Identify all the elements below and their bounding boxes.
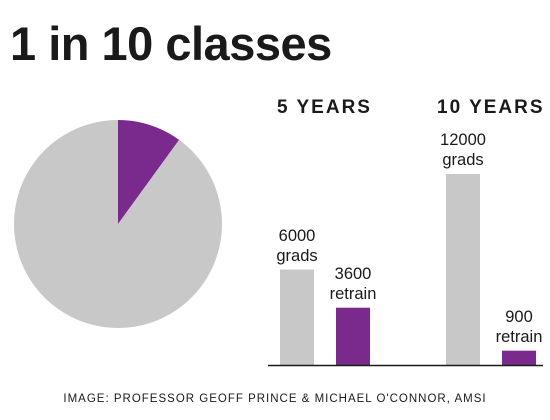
- bar-label-5y-retrain: 3600 retrain: [330, 264, 377, 304]
- chart-title: 1 in 10 classes: [10, 17, 332, 70]
- bar-label-5y-grads: 6000 grads: [276, 226, 317, 266]
- bar-value: 6000: [278, 226, 316, 245]
- image-credit: IMAGE: PROFESSOR GEOFF PRINCE & MICHAEL …: [63, 393, 487, 405]
- bar-value: 900: [505, 307, 533, 326]
- bar-caption: retrain: [329, 284, 377, 303]
- bar-caption: grads: [276, 246, 318, 265]
- bar-label-10y-grads: 12000 grads: [440, 130, 486, 170]
- bar-5y-grads: [280, 269, 314, 365]
- bar-caption: retrain: [495, 327, 543, 346]
- group-title-5-years: 5 YEARS: [277, 97, 372, 118]
- pie-slice-rest: [14, 120, 223, 328]
- group-title-10-years: 10 YEARS: [437, 97, 545, 118]
- bar-5y-retrain: [336, 307, 370, 365]
- bar-caption: grads: [442, 151, 484, 169]
- bar-10y-retrain: [502, 350, 536, 365]
- bar-10y-grads: [446, 174, 480, 365]
- bar-value: 3600: [334, 264, 372, 283]
- bar-value: 12000: [440, 131, 486, 149]
- bar-label-10y-retrain: 900 retrain: [496, 307, 543, 347]
- pie-slice-highlight: [118, 120, 180, 224]
- pie-chart: [14, 120, 223, 328]
